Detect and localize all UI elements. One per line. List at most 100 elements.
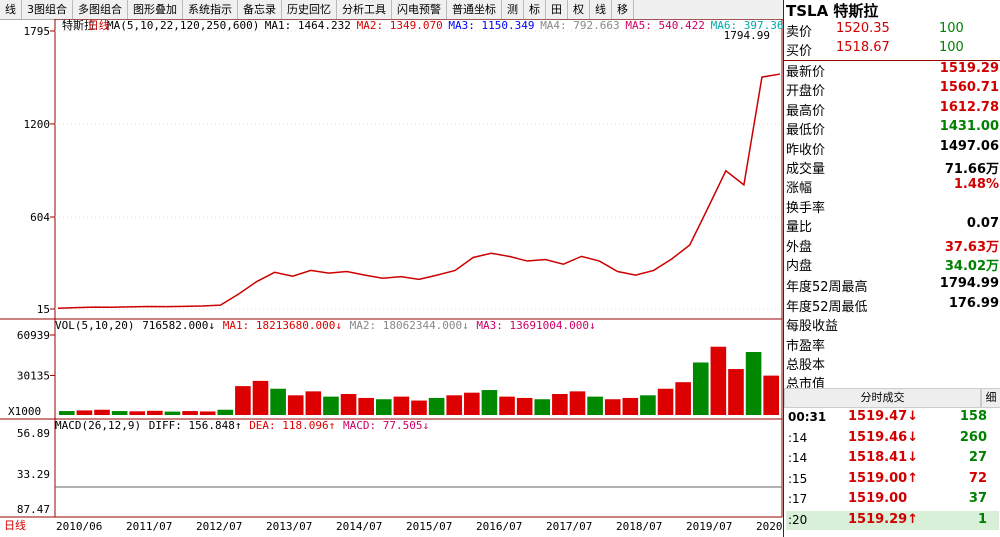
toolbar-button[interactable]: 多图组合 (73, 0, 128, 19)
volume-bar (76, 410, 93, 415)
trade-time: :17 (788, 492, 808, 506)
toolbar-button[interactable]: 移 (612, 0, 634, 19)
chart-area: 1795120060415特斯拉日线MA(5,10,22,120,250,600… (0, 19, 783, 533)
toolbar-button[interactable]: 图形叠加 (128, 0, 183, 19)
volume-bar (270, 388, 286, 415)
x-tick-label: 2011/07 (126, 520, 172, 533)
legend-item: MA2: 18062344.000↓ (350, 319, 469, 332)
trades-detail[interactable]: 细 (981, 388, 1000, 408)
volume-bar (340, 393, 357, 415)
trade-time: :14 (788, 430, 808, 445)
high-label: 1794.99 (724, 29, 770, 42)
price-line (57, 73, 781, 309)
separator (784, 60, 1000, 61)
quote-label: 开盘价 (786, 84, 826, 100)
volume-bar (411, 400, 427, 415)
legend-item: MA2: 1349.070 (357, 19, 443, 32)
toolbar-button[interactable]: 测 (502, 0, 524, 19)
quote-label: 最高价 (786, 103, 826, 119)
legend-item: DIFF: 156.848↑ (149, 419, 242, 432)
toolbar-button[interactable]: 线 (0, 0, 22, 19)
toolbar-button[interactable]: 普通坐标 (447, 0, 502, 19)
toolbar-button[interactable]: 标 (524, 0, 546, 19)
volume-bar (217, 409, 234, 415)
trade-price: 1519.46↓ (848, 429, 919, 445)
quote-value: 1519.29 (939, 61, 999, 76)
trade-price: 1519.29↑ (848, 511, 919, 527)
trade-price: 1519.00 (848, 491, 908, 506)
y-tick-label: 33.29 (17, 468, 50, 481)
toolbar-button[interactable]: 分析工具 (337, 0, 392, 19)
y-tick-label: 15 (37, 303, 50, 316)
volume-bar (446, 395, 463, 415)
quote-value: 1.48% (953, 177, 999, 193)
volume-bar (428, 397, 445, 415)
order-size: 100 (939, 21, 964, 36)
quote-value: 176.99 (948, 295, 999, 311)
volume-bar (199, 411, 216, 415)
legend-item: MA6: 397.361 (711, 19, 783, 32)
volume-bar (252, 380, 269, 415)
toolbar-button[interactable]: 权 (568, 0, 590, 19)
order-price: 1518.67 (836, 40, 890, 55)
volume-bar (516, 397, 533, 415)
toolbar-button[interactable]: 3图组合 (22, 0, 73, 19)
quote-label: 年度52周最高 (786, 280, 868, 296)
legend-item: MACD(26,12,9) (55, 419, 141, 432)
volume-bar (94, 409, 110, 415)
order-label: 买价 (786, 44, 813, 59)
frame (54, 19, 783, 518)
x-tick-label: 2020/0 (756, 520, 783, 533)
trade-size: 72 (968, 470, 987, 486)
volume-bar (59, 411, 75, 415)
legend-item: MA5: 540.422 (625, 19, 704, 32)
volume-bar (640, 395, 656, 415)
y-tick-label: 1795 (24, 25, 51, 38)
y-tick-label: 604 (30, 211, 50, 224)
trade-size: 37 (968, 491, 987, 506)
highlight-row (786, 510, 999, 530)
quote-label: 涨幅 (786, 181, 813, 197)
quote-label: 最新价 (786, 65, 826, 80)
toolbar-button[interactable]: 田 (546, 0, 568, 19)
y-tick-label: 56.89 (17, 427, 50, 440)
legend-item: MA1: 18213680.000↓ (223, 319, 342, 332)
trade-price: 1518.41↓ (848, 450, 919, 465)
volume-bar (393, 396, 410, 415)
trade-size: 260 (959, 429, 987, 445)
quote-value: 37.63万 (944, 239, 999, 255)
quote-label: 年度52周最低 (786, 299, 868, 315)
quote-value: 1497.06 (939, 138, 999, 154)
legend-item: MA3: 1150.349 (448, 19, 534, 32)
x-tick-label: 2016/07 (476, 520, 522, 533)
quote-label: 昨收价 (786, 142, 826, 158)
quote-label: 内盘 (786, 259, 813, 274)
toolbar-button[interactable]: 闪电预警 (392, 0, 447, 19)
period-label: 日线 (4, 518, 26, 532)
legend-item: MACD: 77.505↓ (343, 419, 429, 432)
volume-bar (534, 399, 551, 415)
quote-label: 每股收益 (786, 319, 839, 335)
legend-item: 特斯拉 (62, 19, 95, 32)
toolbar-button[interactable]: 历史回忆 (282, 0, 337, 19)
volume-bar (129, 411, 146, 415)
trade-size: 158 (959, 409, 987, 424)
trade-time: 00:31 (788, 410, 827, 424)
toolbar-button[interactable]: 备忘录 (238, 0, 282, 19)
quote-value: 1431.00 (939, 119, 999, 135)
order-price: 1520.35 (836, 21, 890, 36)
legend-item: 日线 (88, 19, 110, 32)
legend-item: MA(5,10,22,120,250,600) (107, 19, 259, 32)
volume-bar (182, 411, 198, 415)
legend-item: 716582.000↓ (142, 319, 215, 332)
y-tick-label: 60939 (17, 329, 50, 342)
volume-bar (622, 397, 639, 415)
x-tick-label: 2014/07 (336, 520, 382, 533)
quote-value: 1794.99 (939, 276, 999, 292)
quote-label: 外盘 (786, 239, 813, 255)
toolbar-button[interactable]: 线 (590, 0, 612, 19)
x-tick-label: 2019/07 (686, 520, 732, 533)
x-tick-label: 2017/07 (546, 520, 592, 533)
toolbar-button[interactable]: 系统指示 (183, 0, 238, 19)
